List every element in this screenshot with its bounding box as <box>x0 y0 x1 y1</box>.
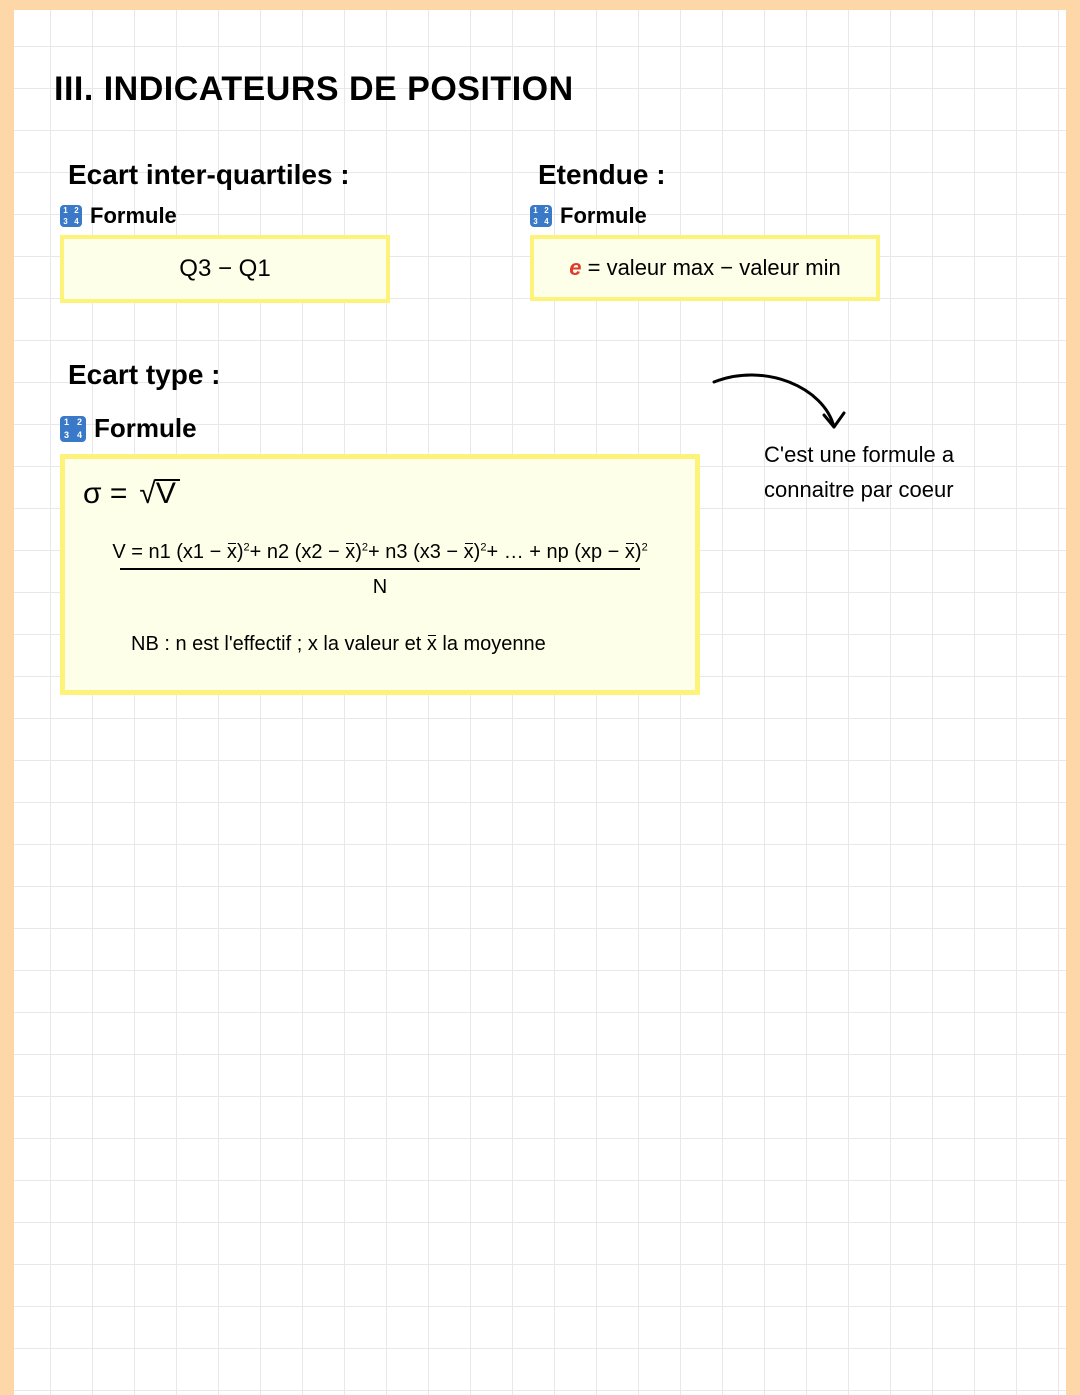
variance-numerator: V = n1 (x1 − x)2+ n2 (x2 − x)2+ n3 (x3 −… <box>83 541 677 568</box>
variance-denominator: N <box>83 570 677 599</box>
etendue-var: e <box>569 255 581 280</box>
ecart-type-heading: Ecart type : <box>60 359 229 391</box>
notebook-page: III. INDICATEURS DE POSITION Ecart inter… <box>0 0 1080 1395</box>
icon-cell: 4 <box>541 216 552 227</box>
iqr-heading: Ecart inter-quartiles : <box>60 159 358 191</box>
etendue-formula-box: e = valeur max − valeur min <box>530 235 880 301</box>
sigma-line: σ = √V <box>83 477 677 511</box>
iqr-formula-box: Q3 − Q1 <box>60 235 390 303</box>
content-area: III. INDICATEURS DE POSITION Ecart inter… <box>14 10 1066 1395</box>
iqr-formula-label-line: 1 2 3 4 Formule <box>60 203 390 229</box>
icon-cell: 2 <box>73 416 86 429</box>
annotation-note: C'est une formule a connaitre par coeur <box>764 437 1024 507</box>
iqr-formula: Q3 − Q1 <box>179 255 270 282</box>
icon-cell: 1 <box>60 416 73 429</box>
annotation-line-1: C'est une formule a <box>764 437 1024 472</box>
ecart-type-block: Ecart type : 1 2 3 4 Formule σ = √V V = … <box>44 359 1036 695</box>
icon-cell: 2 <box>71 205 82 216</box>
iqr-formula-label: Formule <box>90 203 177 229</box>
icon-cell: 1 <box>60 205 71 216</box>
annotation-line-2: connaitre par coeur <box>764 472 1024 507</box>
numbers-icon: 1 2 3 4 <box>530 205 552 227</box>
icon-cell: 2 <box>541 205 552 216</box>
arrow-icon <box>704 367 864 447</box>
icon-cell: 3 <box>60 429 73 442</box>
iqr-block: Ecart inter-quartiles : 1 2 3 4 Formule … <box>60 159 390 303</box>
etendue-formula-rest: = valeur max − valeur min <box>582 255 841 280</box>
variance-note: NB : n est l'effectif ; x la valeur et x… <box>83 633 677 656</box>
numbers-icon: 1 2 3 4 <box>60 416 86 442</box>
icon-cell: 4 <box>73 429 86 442</box>
numbers-icon: 1 2 3 4 <box>60 205 82 227</box>
etendue-heading: Etendue : <box>530 159 674 191</box>
ecart-type-formula-label: Formule <box>94 413 197 444</box>
etendue-block: Etendue : 1 2 3 4 Formule e = valeur max… <box>530 159 880 303</box>
icon-cell: 3 <box>530 216 541 227</box>
sigma-lhs: σ = <box>83 477 127 511</box>
etendue-formula-label-line: 1 2 3 4 Formule <box>530 203 880 229</box>
top-row: Ecart inter-quartiles : 1 2 3 4 Formule … <box>44 159 1036 303</box>
icon-cell: 3 <box>60 216 71 227</box>
etendue-formula-label: Formule <box>560 203 647 229</box>
variance-fraction: V = n1 (x1 − x)2+ n2 (x2 − x)2+ n3 (x3 −… <box>83 541 677 599</box>
icon-cell: 4 <box>71 216 82 227</box>
ecart-type-formula-box: σ = √V V = n1 (x1 − x)2+ n2 (x2 − x)2+ n… <box>60 454 700 695</box>
icon-cell: 1 <box>530 205 541 216</box>
page-title: III. INDICATEURS DE POSITION <box>44 70 584 111</box>
sigma-rhs: √V <box>133 477 175 511</box>
